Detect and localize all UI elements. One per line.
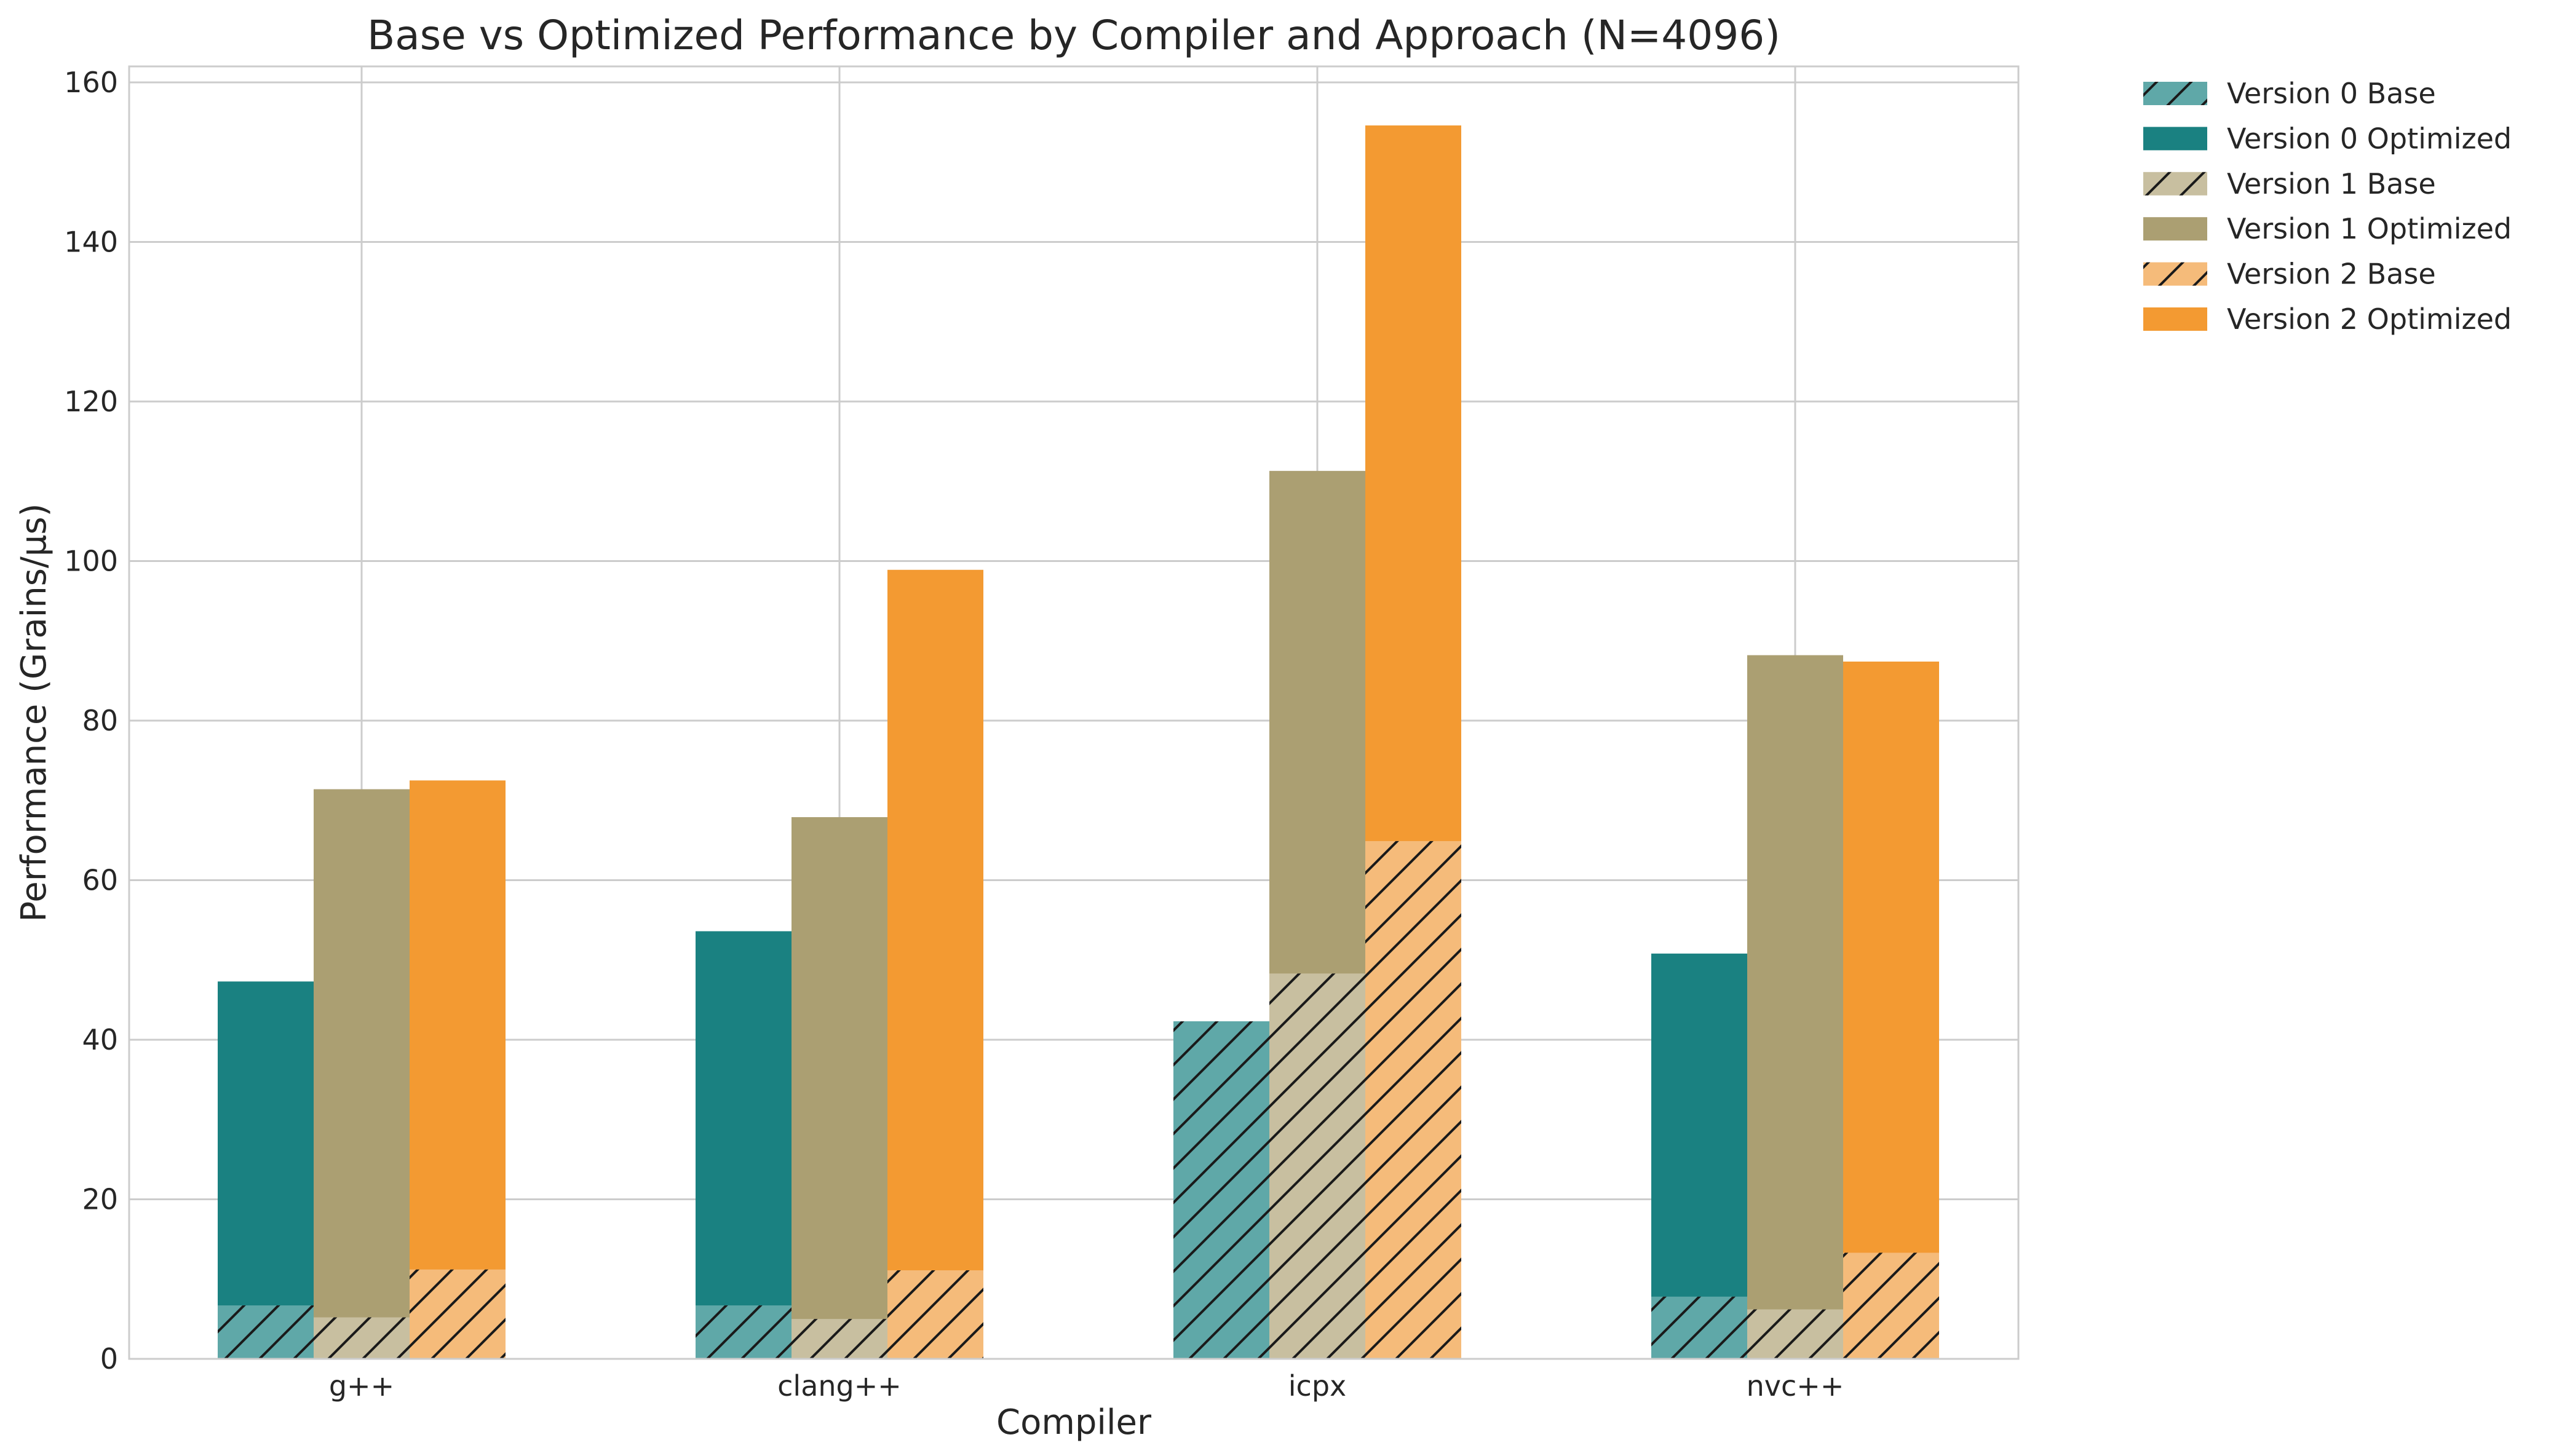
legend: Version 0 Base Version 0 Optimized Version… [2143,77,2512,336]
bar-optimized [1747,655,1843,1359]
y-axis-ticks: 0 20 40 60 80 100 120 140 160 [64,66,118,1375]
bar-optimized [218,981,314,1359]
y-tick-label: 120 [64,385,118,418]
legend-label: Version 0 Base [2227,77,2436,110]
bar-base-hatch [696,1305,792,1359]
bar-optimized [792,817,887,1359]
y-tick-label: 20 [82,1182,118,1216]
x-tick-label: icpx [1288,1369,1347,1403]
bar-optimized [314,789,410,1359]
bar-optimized [696,931,792,1359]
y-tick-label: 100 [64,544,118,577]
bar-base-hatch [1843,1252,1939,1359]
legend-label: Version 0 Optimized [2227,122,2512,155]
legend-swatch-hatch [2143,262,2207,286]
legend-swatch [2143,307,2207,331]
plot-area-frame [128,65,2020,1360]
legend-swatch-hatch [2143,82,2207,105]
y-tick-label: 140 [64,225,118,258]
bar-optimized [1843,661,1939,1359]
bar-base-hatch [1651,1296,1747,1359]
bar-optimized [1651,953,1747,1359]
legend-swatch-hatch [2143,172,2207,196]
legend-label: Version 2 Optimized [2227,303,2512,336]
bar-base-hatch [1269,973,1365,1359]
bar-base-hatch [887,1270,983,1359]
y-tick-label: 40 [82,1023,118,1056]
bar-base-hatch [1173,1021,1269,1359]
legend-swatch [2143,217,2207,241]
x-tick-label: clang++ [777,1369,902,1403]
x-tick-label: g++ [329,1369,394,1403]
x-axis-ticks: g++ clang++ icpx nvc++ [329,1369,1844,1403]
y-tick-label: 80 [82,704,118,737]
legend-swatch [2143,127,2207,151]
bar-base-hatch [792,1319,887,1359]
y-tick-label: 160 [64,66,118,99]
bar-optimized [410,780,506,1359]
bar-base-hatch [314,1317,410,1359]
legend-label: Version 1 Optimized [2227,212,2512,245]
y-axis-label: Performance (Grains/μs) [14,504,54,922]
bar-base-hatch [1365,841,1461,1359]
bar-optimized [887,569,983,1359]
bar-base-hatch [218,1305,314,1359]
x-tick-label: nvc++ [1747,1369,1844,1403]
chart-title: Base vs Optimized Performance by Compile… [367,12,1780,59]
bar-base-hatch [1747,1309,1843,1359]
y-tick-label: 0 [100,1342,118,1375]
x-axis-label: Compiler [996,1403,1152,1442]
legend-label: Version 2 Base [2227,258,2436,291]
bars [218,125,1939,1359]
legend-label: Version 1 Base [2227,167,2436,200]
y-tick-label: 60 [82,863,118,896]
bar-base-hatch [410,1269,506,1359]
